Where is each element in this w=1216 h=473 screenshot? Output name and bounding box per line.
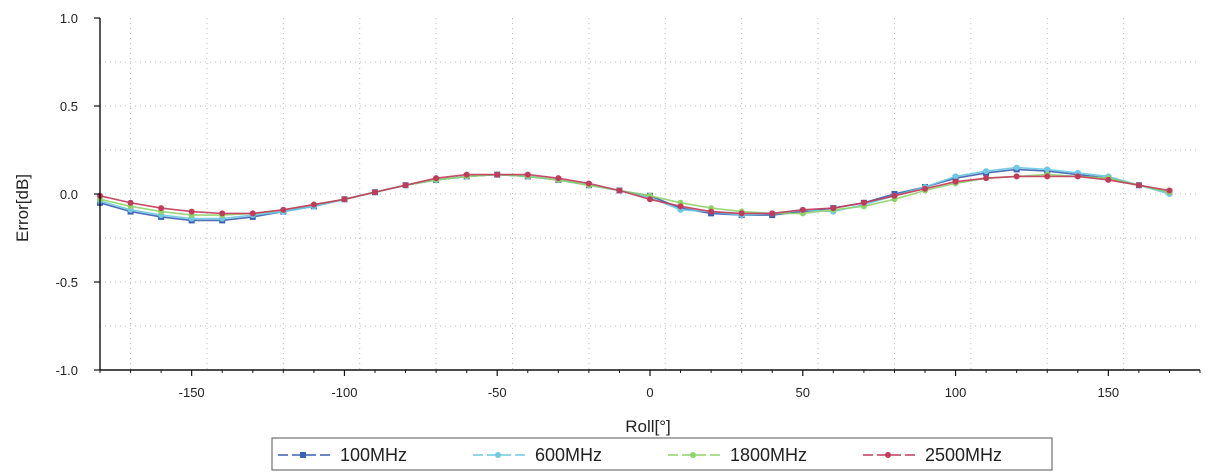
data-point xyxy=(1013,164,1020,171)
series-layer xyxy=(97,164,1173,224)
x-tick-label: -100 xyxy=(331,385,357,400)
data-point xyxy=(952,178,959,185)
data-point xyxy=(1074,173,1081,180)
y-tick-label: 0.5 xyxy=(60,99,78,114)
legend: 100MHz 600MHz 1800MHz 2500MHz xyxy=(271,437,1053,471)
data-point xyxy=(310,201,317,208)
data-point xyxy=(1135,182,1142,189)
legend-label: 2500MHz xyxy=(925,445,1002,465)
legend-swatch-marker xyxy=(300,452,306,458)
data-point xyxy=(1166,187,1173,194)
legend-item: 100MHz xyxy=(278,445,407,465)
data-point xyxy=(922,185,928,192)
data-point xyxy=(463,171,470,178)
data-point xyxy=(341,196,348,203)
data-point xyxy=(433,175,440,182)
data-point xyxy=(249,210,256,217)
data-point xyxy=(188,208,195,215)
data-point xyxy=(158,205,165,212)
data-point xyxy=(494,171,501,178)
data-point xyxy=(769,210,776,217)
x-axis-title: Roll[°] xyxy=(625,417,671,436)
data-point xyxy=(830,205,837,212)
y-axis-title: Error[dB] xyxy=(13,174,32,242)
legend-label: 1800MHz xyxy=(730,445,807,465)
data-point xyxy=(983,175,990,182)
data-point xyxy=(1013,173,1020,180)
x-tick-label: 150 xyxy=(1097,385,1119,400)
legend-item: 2500MHz xyxy=(863,445,1002,465)
data-point xyxy=(127,199,134,206)
series-line xyxy=(99,166,1170,220)
data-point xyxy=(891,192,898,199)
data-point xyxy=(372,189,378,196)
y-tick-label: -0.5 xyxy=(56,275,78,290)
series-line xyxy=(99,173,1170,215)
data-point xyxy=(585,180,592,187)
legend-item: 1800MHz xyxy=(668,445,807,465)
data-point xyxy=(860,199,867,206)
data-point xyxy=(983,168,990,175)
legend-swatch-marker xyxy=(495,452,501,458)
y-tick-label: 1.0 xyxy=(60,11,78,26)
legend-box xyxy=(271,437,1053,471)
data-point xyxy=(1105,176,1112,183)
data-point xyxy=(677,203,684,210)
axes: -150 -100 -50 0 50 100 150 -1.0 -0.5 0.0 0.5 1.0 xyxy=(56,11,1201,400)
data-point xyxy=(555,175,562,182)
data-point xyxy=(647,196,653,203)
data-point xyxy=(799,206,806,213)
legend-swatch-marker xyxy=(690,452,696,458)
x-tick-label: 100 xyxy=(945,385,967,400)
legend-swatch-marker xyxy=(885,452,891,458)
data-point xyxy=(1044,166,1051,173)
legend-label: 100MHz xyxy=(340,445,407,465)
data-point xyxy=(708,208,715,215)
y-tick-label: 0.0 xyxy=(60,187,78,202)
data-point xyxy=(738,210,745,217)
data-point xyxy=(402,182,409,189)
data-point xyxy=(219,210,226,217)
data-point xyxy=(1044,173,1051,180)
x-tick-label: -150 xyxy=(179,385,205,400)
x-tick-label: 0 xyxy=(646,385,653,400)
x-tick-label: -50 xyxy=(488,385,507,400)
data-point xyxy=(616,187,623,194)
legend-label: 600MHz xyxy=(535,445,602,465)
data-point xyxy=(524,171,531,178)
x-tick-label: 50 xyxy=(796,385,810,400)
y-tick-label: -1.0 xyxy=(56,363,78,378)
data-point xyxy=(280,206,287,213)
legend-item: 600MHz xyxy=(473,445,602,465)
data-point xyxy=(952,173,959,180)
